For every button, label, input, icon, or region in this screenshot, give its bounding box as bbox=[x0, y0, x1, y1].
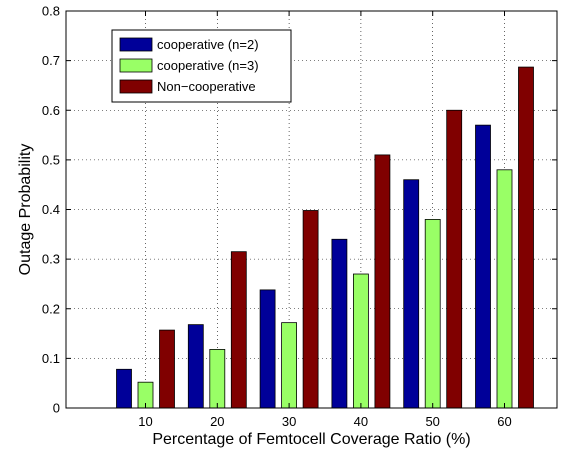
x-tick-label: 30 bbox=[282, 414, 296, 429]
bar-series-3-20 bbox=[230, 251, 247, 409]
bar-series-1-20 bbox=[187, 324, 204, 409]
y-tick-label: 0.7 bbox=[42, 53, 60, 68]
bar-series-3-10 bbox=[159, 329, 175, 409]
y-tick-label: 0.8 bbox=[42, 4, 60, 19]
bar-series-1-60 bbox=[475, 124, 491, 409]
bar-series-3-50 bbox=[446, 109, 463, 409]
x-tick-label: 40 bbox=[354, 414, 368, 429]
legend-label-3: Non−cooperative bbox=[157, 79, 256, 94]
bars bbox=[116, 66, 534, 409]
x-tick-label: 50 bbox=[425, 414, 439, 429]
legend-label-1: cooperative (n=2) bbox=[157, 37, 259, 52]
y-tick-label: 0.2 bbox=[42, 301, 60, 316]
x-tick-label: 60 bbox=[497, 414, 511, 429]
axis-ticks bbox=[66, 10, 557, 409]
x-tick-label: 10 bbox=[138, 414, 152, 429]
y-tick-labels: 0 0.1 0.2 0.3 0.4 0.5 0.6 0.7 0.8 bbox=[42, 4, 60, 416]
legend-swatch-2 bbox=[119, 58, 153, 73]
y-tick-label: 0.3 bbox=[42, 252, 60, 267]
bar-series-2-40 bbox=[352, 273, 369, 409]
bar-series-2-50 bbox=[424, 219, 441, 409]
y-axis-label: Outage Probability bbox=[17, 144, 34, 276]
x-tick-label: 20 bbox=[210, 414, 224, 429]
bar-series-1-30 bbox=[259, 289, 276, 409]
y-tick-label: 0.1 bbox=[42, 351, 60, 366]
legend: cooperative (n=2) cooperative (n=3) Non−co… bbox=[111, 29, 292, 103]
bar-series-1-40 bbox=[331, 238, 348, 409]
bar-series-1-50 bbox=[403, 179, 420, 409]
bar-series-3-30 bbox=[302, 210, 319, 409]
legend-swatch-1 bbox=[119, 37, 153, 52]
x-tick-labels: 10 20 30 40 50 60 bbox=[138, 414, 511, 429]
bar-series-2-20 bbox=[209, 349, 226, 409]
legend-label-2: cooperative (n=3) bbox=[157, 58, 259, 73]
bar-series-2-30 bbox=[281, 322, 298, 409]
bar-series-3-60 bbox=[518, 66, 534, 409]
x-axis-label: Percentage of Femtocell Coverage Ratio (… bbox=[152, 431, 470, 448]
y-tick-label: 0.4 bbox=[42, 202, 60, 217]
y-tick-label: 0.5 bbox=[42, 152, 60, 167]
bar-series-2-60 bbox=[496, 169, 513, 409]
bar-series-1-10 bbox=[116, 368, 132, 409]
legend-swatch-3 bbox=[119, 79, 153, 94]
y-tick-label: 0.6 bbox=[42, 103, 60, 118]
y-tick-label: 0 bbox=[53, 401, 60, 416]
bar-series-3-40 bbox=[374, 154, 391, 409]
